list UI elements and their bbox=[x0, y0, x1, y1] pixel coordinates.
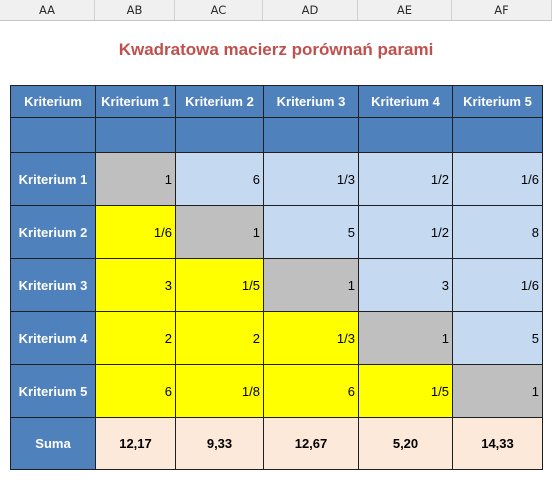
comparison-matrix: Kriterium Kriterium 1 Kriterium 2 Kriter… bbox=[10, 85, 543, 470]
column-header-ab[interactable]: AB bbox=[95, 0, 175, 20]
matrix-cell[interactable]: 1/6 bbox=[95, 205, 176, 259]
sum-cell[interactable]: 5,20 bbox=[358, 417, 453, 470]
matrix-cell[interactable]: 8 bbox=[452, 205, 543, 259]
matrix-cell[interactable]: 6 bbox=[263, 364, 359, 418]
blank-cell[interactable] bbox=[10, 117, 96, 153]
matrix-cell[interactable]: 1 bbox=[358, 311, 453, 365]
matrix-cell[interactable]: 5 bbox=[452, 311, 543, 365]
blank-cell[interactable] bbox=[452, 117, 543, 153]
row-label[interactable]: Kriterium 4 bbox=[10, 311, 96, 365]
matrix-row: Kriterium 1 1 6 1/3 1/2 1/6 bbox=[10, 152, 543, 206]
sum-label[interactable]: Suma bbox=[10, 417, 96, 470]
column-header-ae[interactable]: AE bbox=[358, 0, 452, 20]
matrix-cell[interactable]: 1/8 bbox=[175, 364, 264, 418]
blank-cell[interactable] bbox=[95, 117, 176, 153]
header-cell[interactable]: Kriterium 2 bbox=[175, 85, 264, 118]
matrix-cell[interactable]: 1/6 bbox=[452, 152, 543, 206]
header-row: Kriterium Kriterium 1 Kriterium 2 Kriter… bbox=[10, 85, 543, 118]
matrix-cell[interactable]: 3 bbox=[358, 258, 453, 312]
sum-row: Suma 12,17 9,33 12,67 5,20 14,33 bbox=[10, 417, 543, 470]
matrix-cell[interactable]: 1/6 bbox=[452, 258, 543, 312]
matrix-cell[interactable]: 1/2 bbox=[358, 205, 453, 259]
sum-cell[interactable]: 12,67 bbox=[263, 417, 359, 470]
matrix-cell[interactable]: 2 bbox=[95, 311, 176, 365]
matrix-cell[interactable]: 3 bbox=[95, 258, 176, 312]
sum-cell[interactable]: 14,33 bbox=[452, 417, 543, 470]
matrix-cell[interactable]: 1 bbox=[263, 258, 359, 312]
blank-cell[interactable] bbox=[358, 117, 453, 153]
column-header-ac[interactable]: AC bbox=[175, 0, 263, 20]
blank-cell[interactable] bbox=[175, 117, 264, 153]
matrix-row: Kriterium 5 6 1/8 6 1/5 1 bbox=[10, 364, 543, 418]
sum-cell[interactable]: 12,17 bbox=[95, 417, 176, 470]
column-header-aa[interactable]: AA bbox=[0, 0, 95, 20]
matrix-cell[interactable]: 2 bbox=[175, 311, 264, 365]
matrix-row: Kriterium 4 2 2 1/3 1 5 bbox=[10, 311, 543, 365]
column-header-bar: AA AB AC AD AE AF bbox=[0, 0, 552, 21]
matrix-cell[interactable]: 1/3 bbox=[263, 152, 359, 206]
matrix-cell[interactable]: 1 bbox=[175, 205, 264, 259]
row-label[interactable]: Kriterium 3 bbox=[10, 258, 96, 312]
row-label[interactable]: Kriterium 2 bbox=[10, 205, 96, 259]
column-header-ad[interactable]: AD bbox=[263, 0, 358, 20]
blank-row bbox=[10, 117, 543, 153]
blank-cell[interactable] bbox=[263, 117, 359, 153]
header-cell[interactable]: Kriterium bbox=[10, 85, 96, 118]
matrix-row: Kriterium 3 3 1/5 1 3 1/6 bbox=[10, 258, 543, 312]
header-cell[interactable]: Kriterium 3 bbox=[263, 85, 359, 118]
sum-cell[interactable]: 9,33 bbox=[175, 417, 264, 470]
header-cell[interactable]: Kriterium 4 bbox=[358, 85, 453, 118]
sheet-title[interactable]: Kwadratowa macierz porównań parami bbox=[118, 40, 434, 59]
column-header-af[interactable]: AF bbox=[452, 0, 552, 20]
row-label[interactable]: Kriterium 1 bbox=[10, 152, 96, 206]
matrix-cell[interactable]: 1/5 bbox=[175, 258, 264, 312]
header-cell[interactable]: Kriterium 1 bbox=[95, 85, 176, 118]
matrix-cell[interactable]: 1/3 bbox=[263, 311, 359, 365]
matrix-row: Kriterium 2 1/6 1 5 1/2 8 bbox=[10, 205, 543, 259]
matrix-cell[interactable]: 1/2 bbox=[358, 152, 453, 206]
header-cell[interactable]: Kriterium 5 bbox=[452, 85, 543, 118]
matrix-cell[interactable]: 6 bbox=[95, 364, 176, 418]
matrix-cell[interactable]: 1 bbox=[95, 152, 176, 206]
matrix-cell[interactable]: 5 bbox=[263, 205, 359, 259]
row-label[interactable]: Kriterium 5 bbox=[10, 364, 96, 418]
matrix-cell[interactable]: 1 bbox=[452, 364, 543, 418]
matrix-cell[interactable]: 6 bbox=[175, 152, 264, 206]
matrix-cell[interactable]: 1/5 bbox=[358, 364, 453, 418]
